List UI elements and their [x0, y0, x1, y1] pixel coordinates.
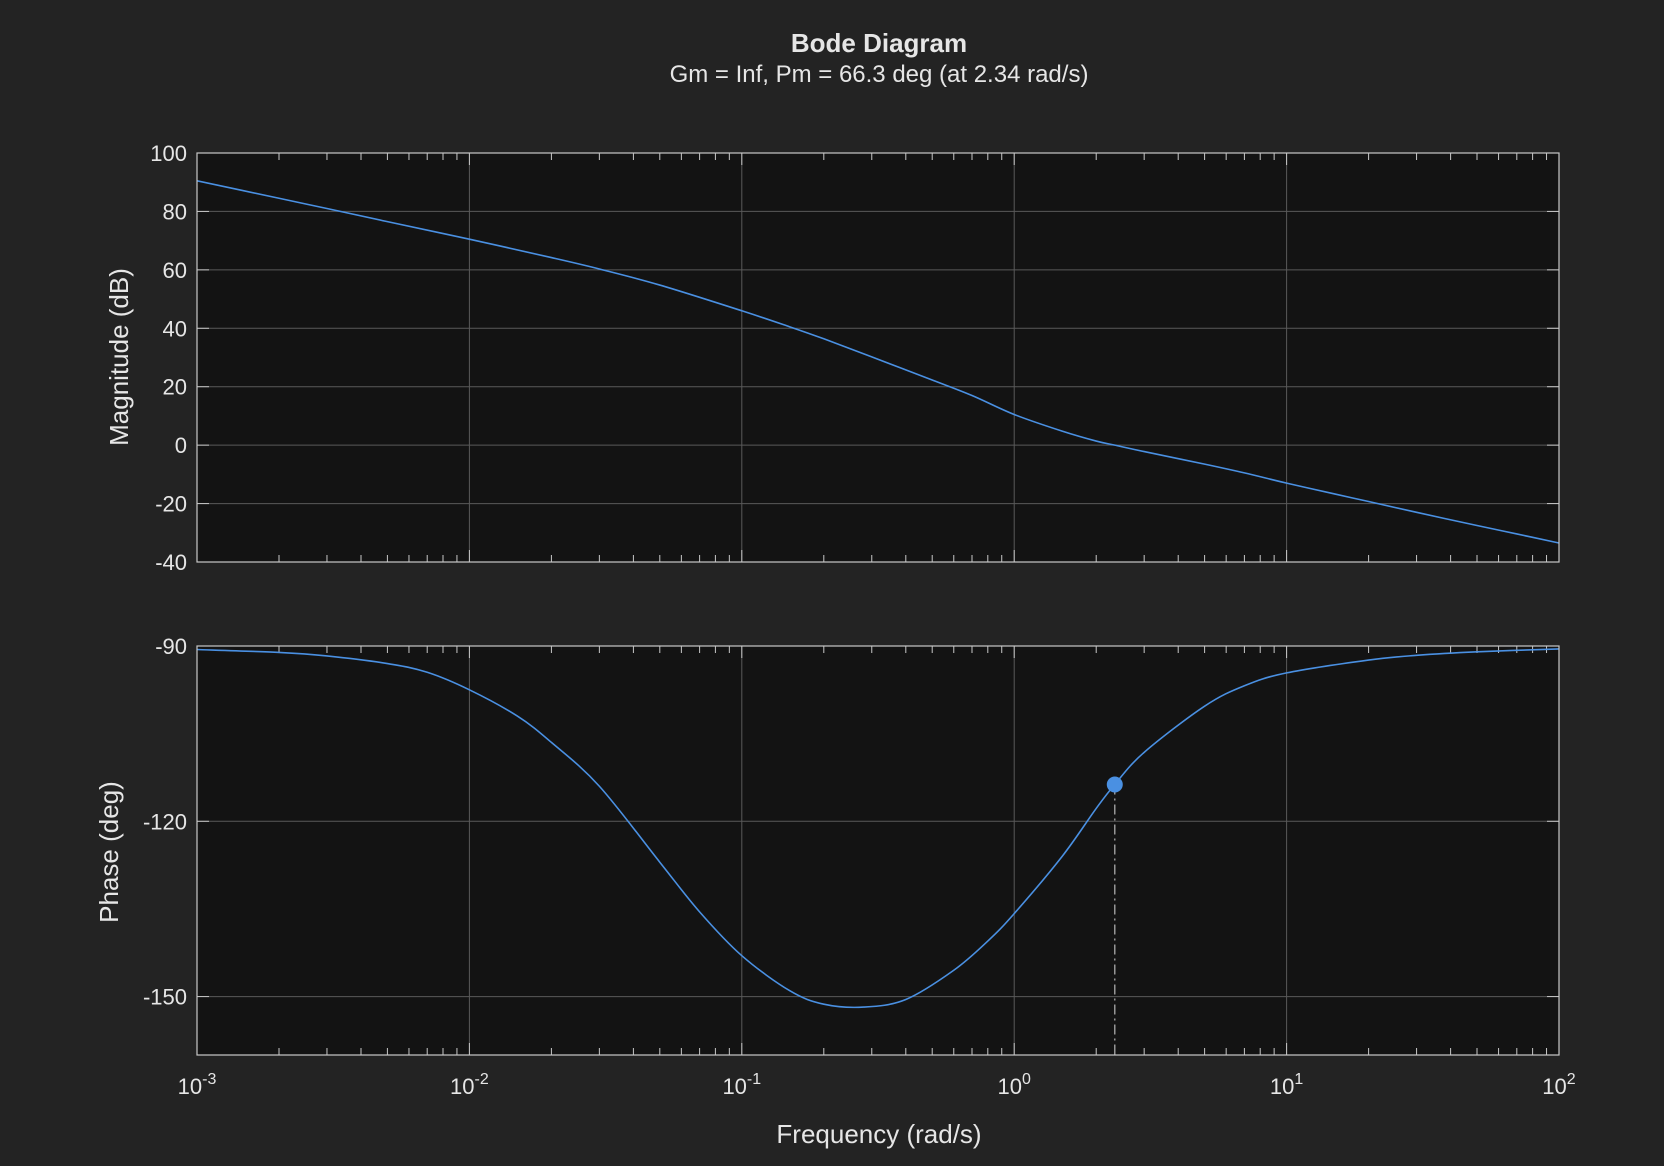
- magnitude-axis-label: Magnitude (dB): [104, 268, 134, 446]
- frequency-axis-label: Frequency (rad/s): [776, 1119, 981, 1149]
- phase-ytick-label: -90: [155, 634, 187, 659]
- chart-title: Bode Diagram: [791, 28, 967, 58]
- frequency-tick-label: 101: [1270, 1071, 1303, 1099]
- frequency-tick-label: 10-2: [450, 1071, 489, 1099]
- frequency-tick-label: 10-3: [178, 1071, 217, 1099]
- magnitude-ytick-label: 100: [150, 141, 187, 166]
- magnitude-plot-area: [197, 153, 1559, 562]
- phase-plot-area: [197, 646, 1559, 1055]
- phase-axes-box: [196, 645, 1560, 1056]
- magnitude-ytick-label: 20: [163, 375, 187, 400]
- magnitude-response-line: [197, 179, 1559, 544]
- frequency-tick-label: 100: [998, 1071, 1031, 1099]
- chart-subtitle: Gm = Inf, Pm = 66.3 deg (at 2.34 rad/s): [670, 61, 1089, 88]
- magnitude-axes-box: [196, 152, 1560, 563]
- magnitude-ytick-label: 40: [163, 316, 187, 341]
- magnitude-ytick-label: 60: [163, 258, 187, 283]
- phase-ytick-label: -150: [143, 985, 187, 1010]
- frequency-tick-label: 10-1: [722, 1071, 761, 1099]
- phase-panel: -150 -120 -90: [143, 634, 1560, 1056]
- magnitude-ytick-label: -40: [155, 550, 187, 575]
- phase-margin-marker[interactable]: [1106, 776, 1123, 793]
- magnitude-ytick-label: 80: [163, 199, 187, 224]
- phase-response-line: [197, 648, 1559, 1009]
- magnitude-panel: -40 -20 0 20 40 60 80 100: [150, 141, 1560, 575]
- frequency-tick-labels: 10-3 10-2 10-1 100 101 102: [178, 1071, 1576, 1099]
- magnitude-ytick-label: 0: [175, 433, 187, 458]
- phase-axis-label: Phase (deg): [94, 781, 124, 923]
- phase-ytick-label: -120: [143, 809, 187, 834]
- frequency-tick-label: 102: [1542, 1071, 1575, 1099]
- magnitude-ytick-label: -20: [155, 492, 187, 517]
